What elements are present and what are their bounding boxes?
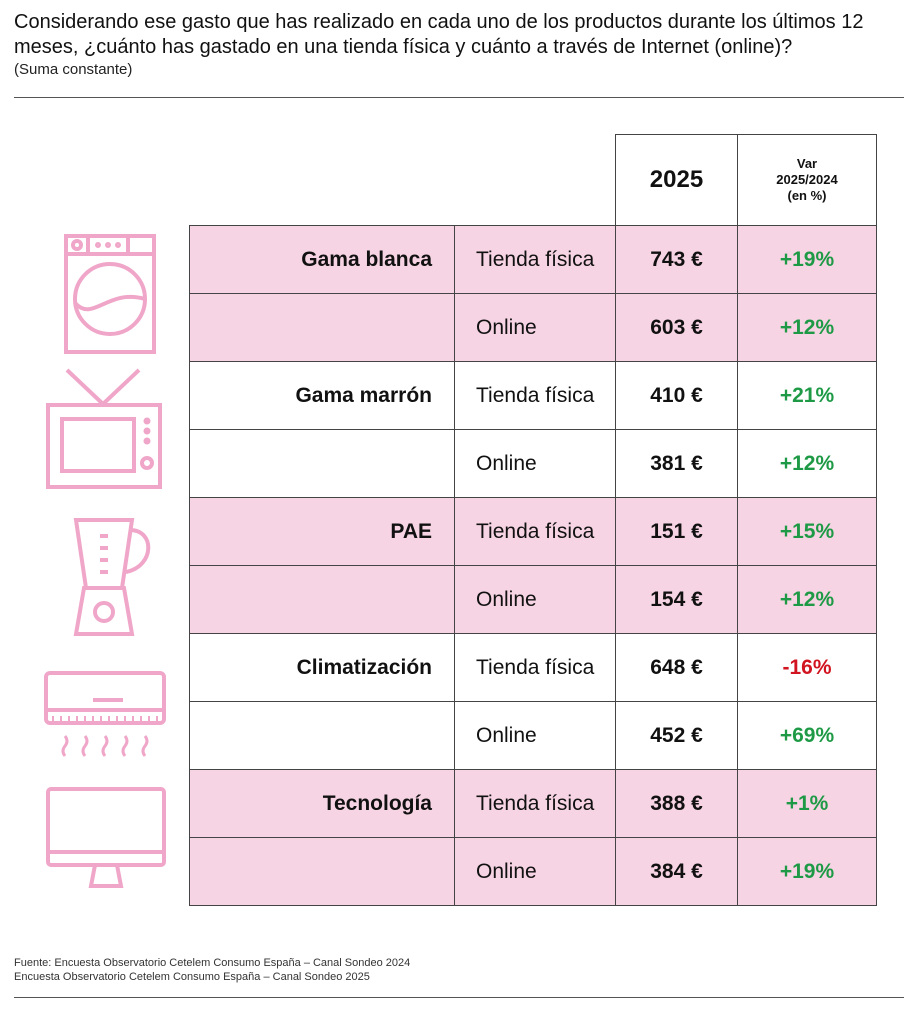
value-cell: 603 € <box>615 293 738 362</box>
value-cell: 452 € <box>615 701 738 770</box>
category-cell: PAE <box>189 497 455 566</box>
category-cell <box>189 293 455 362</box>
television-icon <box>45 366 163 490</box>
table-row: PAE Tienda física 151 € +15% <box>189 497 877 566</box>
channel-cell: Tienda física <box>454 361 616 430</box>
channel-cell: Online <box>454 565 616 634</box>
var-cell: -16% <box>737 633 877 702</box>
var-cell: +12% <box>737 429 877 498</box>
value-cell: 648 € <box>615 633 738 702</box>
channel-cell: Online <box>454 837 616 906</box>
value-cell: 384 € <box>615 837 738 906</box>
table-row: Gama marrón Tienda física 410 € +21% <box>189 361 877 430</box>
var-cell: +69% <box>737 701 877 770</box>
value-cell: 151 € <box>615 497 738 566</box>
value-cell: 154 € <box>615 565 738 634</box>
value-cell: 410 € <box>615 361 738 430</box>
channel-cell: Tienda física <box>454 225 616 294</box>
value-cell: 743 € <box>615 225 738 294</box>
header-var: Var 2025/2024 (en %) <box>737 134 877 226</box>
bottom-divider <box>14 997 904 998</box>
var-cell: +21% <box>737 361 877 430</box>
monitor-icon <box>45 786 167 890</box>
channel-cell: Online <box>454 429 616 498</box>
var-cell: +19% <box>737 225 877 294</box>
channel-cell: Tienda física <box>454 497 616 566</box>
table-row: Gama blanca Tienda física 743 € +19% <box>189 225 877 294</box>
chart-subtitle: (Suma constante) <box>14 61 133 78</box>
air-conditioner-icon <box>43 670 167 762</box>
header-2025: 2025 <box>615 134 738 226</box>
channel-cell: Online <box>454 293 616 362</box>
washing-machine-icon <box>63 233 157 355</box>
channel-cell: Tienda física <box>454 633 616 702</box>
data-table: 2025 Var 2025/2024 (en %) Gama blanca Tie… <box>189 134 877 906</box>
table-row: Online 603 € +12% <box>189 293 877 362</box>
category-cell: Gama blanca <box>189 225 455 294</box>
table-row: Tecnología Tienda física 388 € +1% <box>189 769 877 838</box>
category-cell: Tecnología <box>189 769 455 838</box>
var-cell: +15% <box>737 497 877 566</box>
var-cell: +12% <box>737 565 877 634</box>
category-cell: Climatización <box>189 633 455 702</box>
category-cell <box>189 701 455 770</box>
category-cell <box>189 837 455 906</box>
value-cell: 381 € <box>615 429 738 498</box>
chart-title: Considerando ese gasto que has realizado… <box>14 11 864 58</box>
var-cell: +1% <box>737 769 877 838</box>
var-cell: +12% <box>737 293 877 362</box>
table-row: Online 384 € +19% <box>189 837 877 906</box>
channel-cell: Tienda física <box>454 769 616 838</box>
header-row: 2025 Var 2025/2024 (en %) <box>189 134 877 226</box>
var-cell: +19% <box>737 837 877 906</box>
blender-icon <box>70 516 156 638</box>
value-cell: 388 € <box>615 769 738 838</box>
channel-cell: Online <box>454 701 616 770</box>
source-note: Fuente: Encuesta Observatorio Cetelem Co… <box>14 957 411 983</box>
category-cell: Gama marrón <box>189 361 455 430</box>
table-row: Online 452 € +69% <box>189 701 877 770</box>
table-row: Online 381 € +12% <box>189 429 877 498</box>
table-row: Online 154 € +12% <box>189 565 877 634</box>
table-row: Climatización Tienda física 648 € -16% <box>189 633 877 702</box>
category-cell <box>189 429 455 498</box>
category-cell <box>189 565 455 634</box>
top-divider <box>14 97 904 98</box>
